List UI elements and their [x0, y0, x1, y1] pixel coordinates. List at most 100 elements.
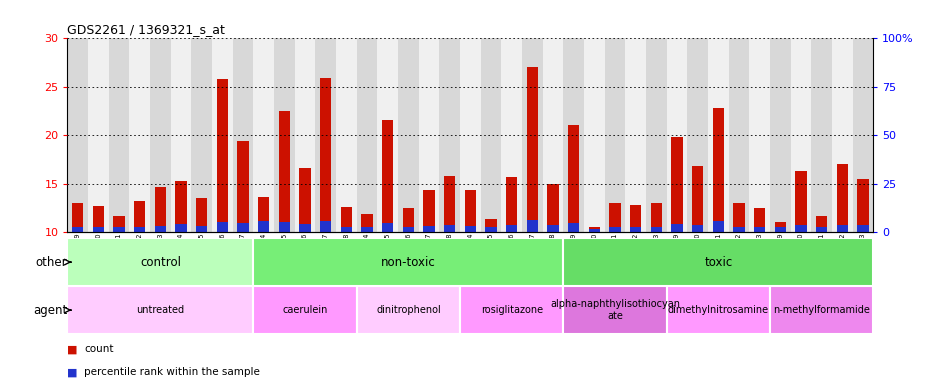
Bar: [505, 225, 517, 232]
Bar: [418, 38, 439, 232]
Text: ■: ■: [67, 367, 78, 377]
Bar: [175, 224, 186, 232]
Bar: [72, 203, 83, 232]
Text: count: count: [84, 344, 113, 354]
Bar: [315, 38, 336, 232]
Bar: [232, 38, 253, 232]
Bar: [769, 286, 872, 334]
Bar: [708, 38, 728, 232]
Bar: [604, 38, 624, 232]
Bar: [629, 205, 640, 232]
Bar: [93, 227, 104, 232]
Bar: [278, 111, 290, 232]
Bar: [212, 38, 232, 232]
Bar: [645, 38, 665, 232]
Bar: [113, 227, 124, 232]
Bar: [753, 227, 765, 232]
Bar: [815, 216, 826, 232]
Bar: [357, 38, 377, 232]
Bar: [444, 176, 455, 232]
Bar: [191, 38, 212, 232]
Bar: [341, 227, 352, 232]
Bar: [300, 168, 311, 232]
Bar: [361, 214, 373, 232]
Bar: [588, 227, 599, 232]
Bar: [320, 221, 331, 232]
Text: GDS2261 / 1369321_s_at: GDS2261 / 1369321_s_at: [67, 23, 225, 36]
Bar: [836, 164, 847, 232]
Bar: [253, 286, 357, 334]
Bar: [67, 286, 253, 334]
Bar: [485, 219, 496, 232]
Bar: [109, 38, 129, 232]
Bar: [485, 227, 496, 232]
Bar: [72, 227, 83, 232]
Bar: [237, 141, 249, 232]
Text: caerulein: caerulein: [282, 305, 328, 315]
Bar: [665, 38, 687, 232]
Bar: [300, 223, 311, 232]
Bar: [753, 208, 765, 232]
Text: percentile rank within the sample: percentile rank within the sample: [84, 367, 260, 377]
Bar: [795, 225, 806, 232]
Bar: [134, 227, 145, 232]
Bar: [439, 38, 460, 232]
Bar: [526, 220, 537, 232]
Bar: [134, 201, 145, 232]
Bar: [563, 286, 665, 334]
Bar: [728, 38, 749, 232]
Bar: [815, 227, 826, 232]
Bar: [670, 223, 682, 232]
Bar: [257, 221, 270, 232]
Text: non-toxic: non-toxic: [381, 256, 435, 268]
Bar: [154, 187, 166, 232]
Bar: [687, 38, 708, 232]
Bar: [129, 38, 150, 232]
Bar: [154, 226, 166, 232]
Bar: [464, 226, 475, 232]
Bar: [377, 38, 398, 232]
Bar: [196, 199, 207, 232]
Bar: [170, 38, 191, 232]
Bar: [856, 179, 868, 232]
Bar: [691, 225, 703, 232]
Bar: [670, 137, 682, 232]
Bar: [608, 203, 620, 232]
Text: ■: ■: [67, 344, 78, 354]
Bar: [526, 68, 537, 232]
Bar: [795, 171, 806, 232]
Bar: [733, 203, 744, 232]
Bar: [460, 38, 480, 232]
Bar: [749, 38, 769, 232]
Bar: [336, 38, 357, 232]
Bar: [423, 190, 434, 232]
Bar: [521, 38, 542, 232]
Bar: [563, 238, 872, 286]
Text: toxic: toxic: [704, 256, 732, 268]
Bar: [547, 184, 558, 232]
Bar: [505, 177, 517, 232]
Bar: [588, 229, 599, 232]
Text: control: control: [139, 256, 181, 268]
Bar: [93, 206, 104, 232]
Bar: [464, 190, 475, 232]
Text: alpha-naphthylisothiocyan
ate: alpha-naphthylisothiocyan ate: [549, 299, 680, 321]
Bar: [216, 222, 227, 232]
Bar: [650, 227, 662, 232]
Bar: [691, 166, 703, 232]
Bar: [665, 286, 769, 334]
Bar: [150, 38, 170, 232]
Text: other: other: [36, 256, 67, 268]
Bar: [402, 227, 414, 232]
Bar: [295, 38, 315, 232]
Bar: [811, 38, 831, 232]
Bar: [88, 38, 109, 232]
Bar: [583, 38, 604, 232]
Bar: [402, 208, 414, 232]
Bar: [774, 227, 785, 232]
Bar: [237, 223, 249, 232]
Bar: [382, 120, 393, 232]
Bar: [361, 227, 373, 232]
Text: n-methylformamide: n-methylformamide: [772, 305, 870, 315]
Bar: [216, 79, 227, 232]
